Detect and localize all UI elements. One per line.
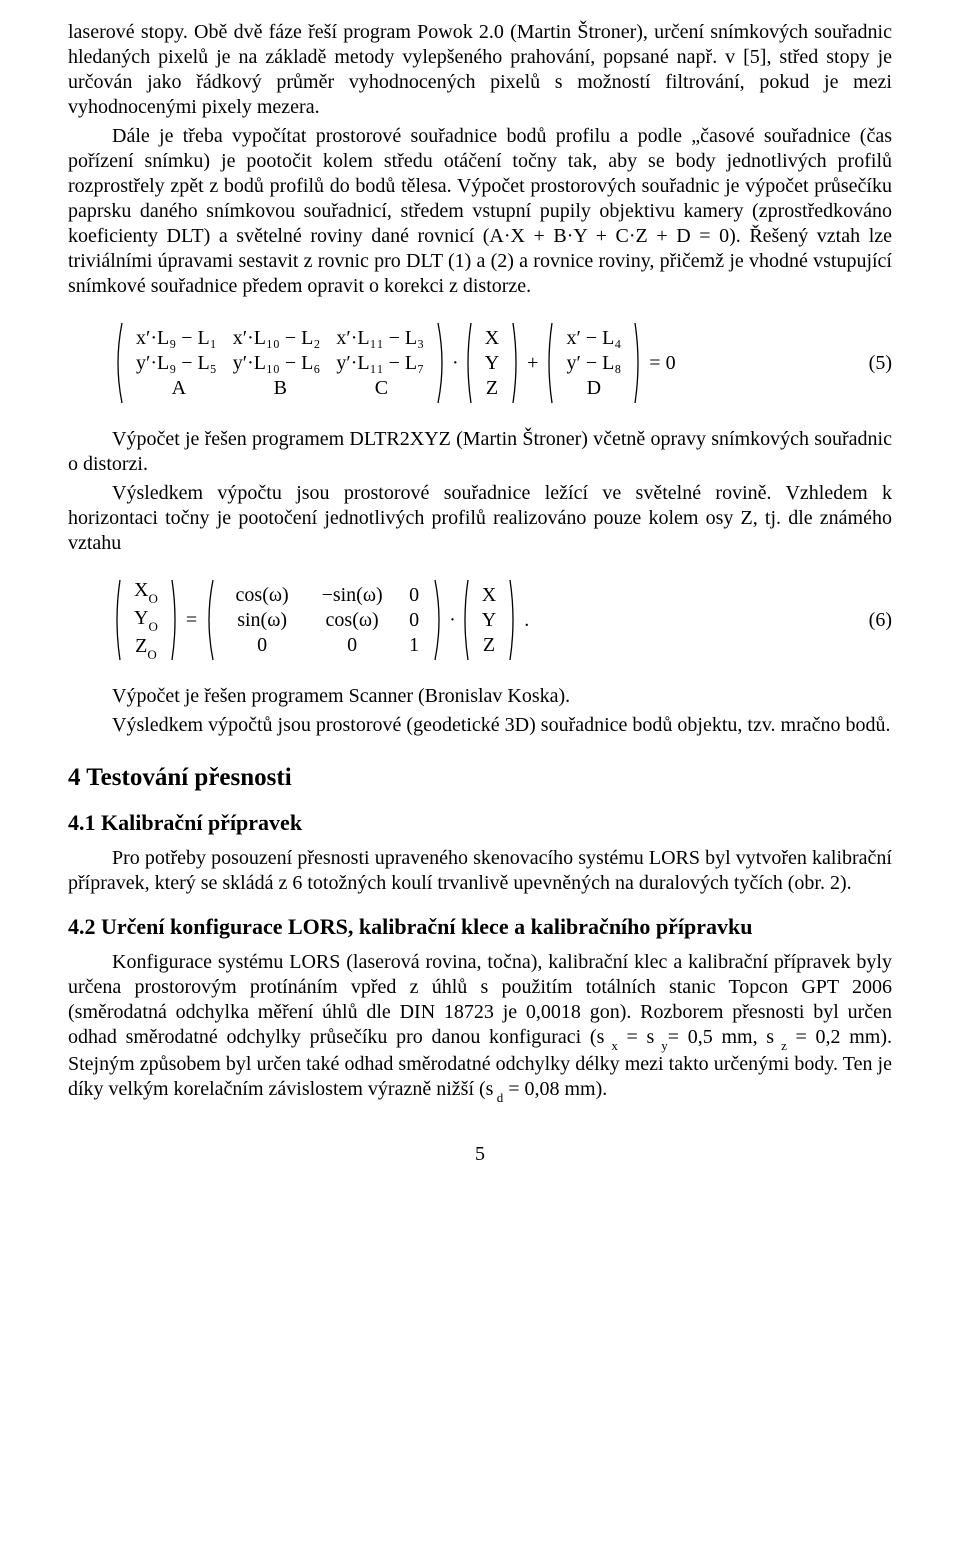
equals-operator: = — [180, 609, 203, 632]
paren-left — [203, 578, 215, 662]
subsection-heading: 4.1 Kalibrační přípravek — [68, 810, 892, 836]
matrix-cell: Z — [477, 377, 507, 400]
vector-XYZ: X Y Z — [460, 578, 518, 662]
paren-left — [112, 578, 122, 662]
paren-right — [436, 321, 448, 405]
body-paragraph: Výpočet je řešen programem DLTR2XYZ (Mar… — [68, 427, 892, 477]
body-paragraph: Výpočet je řešen programem Scanner (Bron… — [68, 684, 892, 709]
matrix-cell: y′·L₉ − L₅ — [128, 352, 225, 375]
paren-right — [508, 578, 518, 662]
rotation-matrix: cos(ω) −sin(ω) 0 sin(ω) cos(ω) 0 0 0 1 — [203, 578, 445, 662]
matrix-cell: −sin(ω) — [305, 584, 399, 607]
matrix-cell: C — [366, 377, 396, 400]
dot-operator: · — [448, 352, 463, 375]
matrix-cell: Y — [474, 609, 504, 632]
matrix-cell: YO — [126, 607, 166, 633]
body-paragraph: Výsledkem výpočtu jsou prostorové souřad… — [68, 481, 892, 556]
matrix-cell: B — [265, 377, 295, 400]
body-paragraph: Výsledkem výpočtů jsou prostorové (geode… — [68, 713, 892, 738]
dot-operator: · — [445, 609, 460, 632]
plus-operator: + — [521, 352, 544, 375]
matrix-cell: y′·L₁₀ − L₆ — [225, 352, 329, 375]
section-heading: 4 Testování přesnosti — [68, 764, 892, 792]
paren-left — [463, 321, 473, 405]
matrix-cell: 1 — [399, 634, 429, 657]
matrix-cell: Z — [474, 634, 504, 657]
equation-number: (6) — [869, 609, 892, 632]
body-paragraph: Pro potřeby posouzení přesnosti upravené… — [68, 846, 892, 896]
matrix-cell: cos(ω) — [219, 584, 305, 607]
vector-XYZ: X Y Z — [463, 321, 521, 405]
matrix-cell: y′ − L₈ — [558, 352, 629, 375]
equation-6: XO YO ZO = cos(ω) −sin(ω) 0 sin(ω) — [68, 578, 892, 662]
matrix-cell: x′ − L₄ — [558, 327, 629, 350]
paren-left — [112, 321, 124, 405]
matrix-cell: x′·L₁₁ − L₃ — [328, 327, 432, 350]
matrix-cell: XO — [126, 579, 166, 605]
matrix-cell: 0 — [305, 634, 399, 657]
matrix-cell: x′·L₉ − L₁ — [128, 327, 225, 350]
paren-right — [511, 321, 521, 405]
vector-b: x′ − L₄ y′ − L₈ D — [544, 321, 643, 405]
paren-left — [460, 578, 470, 662]
paren-right — [433, 578, 445, 662]
equation-number: (5) — [869, 352, 892, 375]
body-paragraph: laserové stopy. Obě dvě fáze řeší progra… — [68, 20, 892, 120]
matrix-A: x′·L₉ − L₁ x′·L₁₀ − L₂ x′·L₁₁ − L₃ y′·L₉… — [112, 321, 448, 405]
vector-XO: XO YO ZO — [112, 578, 180, 662]
matrix-cell: Y — [477, 352, 507, 375]
matrix-cell: 0 — [399, 609, 429, 632]
paren-right — [633, 321, 643, 405]
equation-5: x′·L₉ − L₁ x′·L₁₀ − L₂ x′·L₁₁ − L₃ y′·L₉… — [68, 321, 892, 405]
matrix-cell: D — [579, 377, 609, 400]
matrix-cell: cos(ω) — [305, 609, 399, 632]
subsection-heading: 4.2 Určení konfigurace LORS, kalibrační … — [68, 914, 892, 940]
matrix-cell: 0 — [399, 584, 429, 607]
equals-zero: = 0 — [643, 352, 681, 375]
matrix-cell: X — [477, 327, 507, 350]
period: . — [518, 609, 535, 632]
matrix-cell: ZO — [127, 635, 165, 661]
body-paragraph: Konfigurace systému LORS (laserová rovin… — [68, 950, 892, 1105]
matrix-cell: X — [474, 584, 504, 607]
matrix-cell: y′·L₁₁ − L₇ — [328, 352, 432, 375]
body-paragraph: Dále je třeba vypočítat prostorové souřa… — [68, 124, 892, 299]
paren-right — [170, 578, 180, 662]
matrix-cell: A — [164, 377, 194, 400]
matrix-cell: x′·L₁₀ − L₂ — [225, 327, 329, 350]
matrix-cell: sin(ω) — [219, 609, 305, 632]
matrix-cell: 0 — [219, 634, 305, 657]
page-number: 5 — [68, 1143, 892, 1166]
paren-left — [544, 321, 554, 405]
